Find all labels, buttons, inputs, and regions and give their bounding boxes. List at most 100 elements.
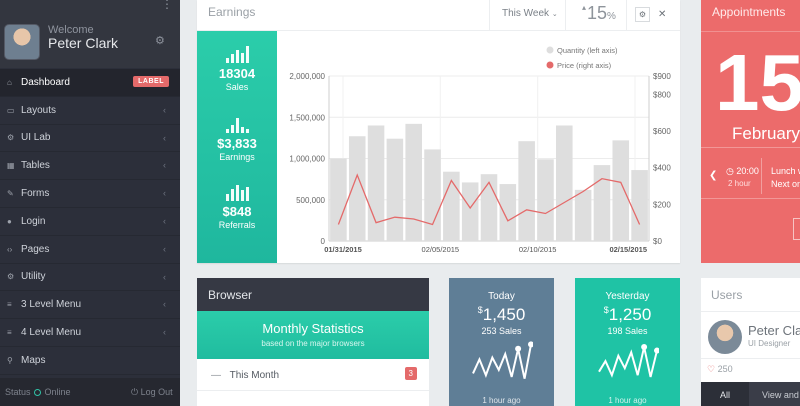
y-right-tick-label: $200	[653, 200, 671, 209]
y-right-tick-label: $600	[653, 127, 671, 136]
stat-label: Referrals	[218, 220, 256, 230]
welcome-text: Welcome	[48, 24, 94, 36]
status-indicator: Status Online	[5, 387, 71, 397]
sparkline-point	[654, 347, 659, 354]
chevron-left-icon: ‹	[163, 243, 166, 254]
chevron-left-icon[interactable]: ❮	[709, 170, 718, 181]
list-item[interactable]: — This Month 3	[197, 359, 429, 391]
more-icon[interactable]: ⋮	[161, 0, 173, 11]
sidebar: ⋮ Welcome Peter Clark ⚙ ⌂ Dashboard LABEL ▭…	[0, 0, 180, 406]
sidebar-item-label: Tables	[21, 160, 50, 172]
chevron-left-icon: ‹	[163, 327, 166, 338]
chart-bar	[612, 140, 630, 241]
sidebar-item-pages[interactable]: ‹› Pages ‹	[0, 236, 180, 264]
sparkline-path	[472, 344, 532, 379]
sidebar-profile: ⋮ Welcome Peter Clark ⚙	[0, 0, 180, 68]
y-right-tick-label: $400	[653, 164, 671, 173]
avatar[interactable]	[708, 320, 742, 354]
tab-view[interactable]: View and	[762, 390, 799, 400]
sidebar-item-label: Pages	[21, 243, 50, 255]
sidebar-item-4-level-menu[interactable]: ≡ 4 Level Menu ‹	[0, 319, 180, 347]
sidebar-item-maps[interactable]: ⚲ Maps	[0, 347, 180, 375]
cogs-icon: ⚙	[7, 133, 15, 143]
sidebar-item-utility[interactable]: ⚙ Utility ‹	[0, 264, 180, 292]
x-tick-label: 02/15/2015	[609, 245, 647, 254]
y-left-tick-label: 500,000	[296, 196, 325, 205]
legend-swatch	[546, 46, 554, 54]
appointments-title: Appointments	[712, 5, 786, 19]
sidebar-item-login[interactable]: ● Login ‹	[0, 208, 180, 236]
card-ago: 1 hour ago	[482, 396, 521, 405]
chevron-left-icon: ‹	[163, 215, 166, 226]
likes[interactable]: ♡ 250	[701, 358, 800, 380]
y-right-tick-label: $900	[653, 72, 671, 81]
logout-button[interactable]: ⏻ Log Out	[131, 387, 173, 398]
earnings-card: Earnings This Week ⌄ ▴15% ⚙ ✕ 18304 Sale…	[197, 0, 680, 263]
user-name: Peter Clark	[48, 35, 119, 51]
sidebar-item-label: Layouts	[21, 104, 57, 116]
chevron-left-icon: ‹	[163, 104, 166, 115]
currency-symbol: $	[477, 305, 483, 315]
sidebar-item-3-level-menu[interactable]: ≡ 3 Level Menu ‹	[0, 291, 180, 320]
sidebar-item-ui-lab[interactable]: ⚙ UI Lab ‹	[0, 125, 180, 153]
users-tabs: All View and	[701, 382, 800, 406]
appointments-card: Appointments 15 February ❮ ◷ 20:00 2 hou…	[701, 0, 800, 263]
earnings-header: Earnings This Week ⌄ ▴15% ⚙ ✕	[197, 0, 680, 31]
sidebar-item-tables[interactable]: ▦ Tables ‹	[0, 152, 180, 181]
card-sales: 253 Sales	[481, 326, 522, 336]
online-icon	[34, 389, 42, 397]
close-icon[interactable]: ✕	[658, 9, 667, 20]
card-amount: $1,250	[575, 305, 680, 325]
sidebar-item-label: Dashboard	[21, 76, 70, 88]
header-divider	[626, 0, 627, 31]
tab-all[interactable]: All	[701, 382, 749, 406]
header-divider	[489, 0, 490, 31]
user-icon: ●	[7, 216, 12, 226]
card-sales: 198 Sales	[607, 326, 648, 336]
divider	[761, 158, 762, 194]
chart-bar	[518, 141, 535, 241]
sidebar-item-label: 3 Level Menu	[21, 299, 82, 311]
sidebar-item-label: Utility	[21, 271, 46, 283]
chart-bar	[386, 138, 404, 241]
today-card: Today $1,450 253 Sales 1 hour ago	[449, 278, 554, 406]
stack-icon: ≡	[7, 328, 12, 338]
yesterday-card: Yesterday $1,250 198 Sales 1 hour ago	[575, 278, 680, 406]
sparkline-point	[528, 341, 533, 348]
user-name: Peter Clark	[748, 323, 800, 338]
bar-chart-icon	[197, 115, 277, 133]
chevron-left-icon: ‹	[163, 160, 166, 171]
legend-label: Quantity (left axis)	[557, 46, 618, 55]
appointment-item[interactable]: ❮ ◷ 20:00 2 hour Lunch w Next on	[701, 147, 800, 199]
sidebar-item-forms[interactable]: ✎ Forms ‹	[0, 180, 180, 208]
stat-earnings: $3,833 Earnings	[197, 115, 277, 162]
chart-bar	[424, 149, 441, 241]
stat-value: $3,833	[217, 136, 257, 151]
appointment-subtext: Next on	[771, 179, 800, 189]
minus-icon[interactable]: —	[211, 370, 221, 381]
sidebar-item-label: Forms	[21, 188, 50, 200]
x-tick-label: 01/31/2015	[324, 245, 362, 254]
avatar[interactable]	[4, 24, 40, 60]
user-role: UI Designer	[748, 339, 791, 348]
chart-bar	[405, 123, 422, 241]
period-dropdown[interactable]: This Week ⌄	[502, 8, 558, 19]
heart-icon: ♡	[707, 364, 716, 374]
sidebar-item-layouts[interactable]: ▭ Layouts ‹	[0, 97, 180, 125]
card-ago: 1 hour ago	[608, 396, 647, 405]
sidebar-item-dashboard[interactable]: ⌂ Dashboard LABEL	[0, 69, 180, 97]
divider	[701, 31, 800, 32]
gear-icon[interactable]: ⚙	[635, 7, 650, 22]
browser-title: Browser	[197, 278, 429, 311]
appointment-text: Lunch w	[771, 166, 800, 176]
gear-icon[interactable]: ⚙	[155, 35, 165, 47]
sidebar-item-label: UI Lab	[21, 132, 51, 144]
sidebar-nav: ⌂ Dashboard LABEL ▭ Layouts ‹ ⚙ UI Lab ‹ ▦ Tables ‹…	[0, 69, 180, 375]
percent-change: ▴15%	[582, 3, 616, 24]
status-value: Online	[44, 387, 71, 397]
legend-label: Price (right axis)	[557, 61, 612, 70]
chart-bar	[556, 125, 573, 241]
chart-bar	[330, 158, 347, 241]
appointment-button[interactable]	[793, 218, 800, 240]
y-left-tick-label: 1,000,000	[289, 155, 325, 164]
